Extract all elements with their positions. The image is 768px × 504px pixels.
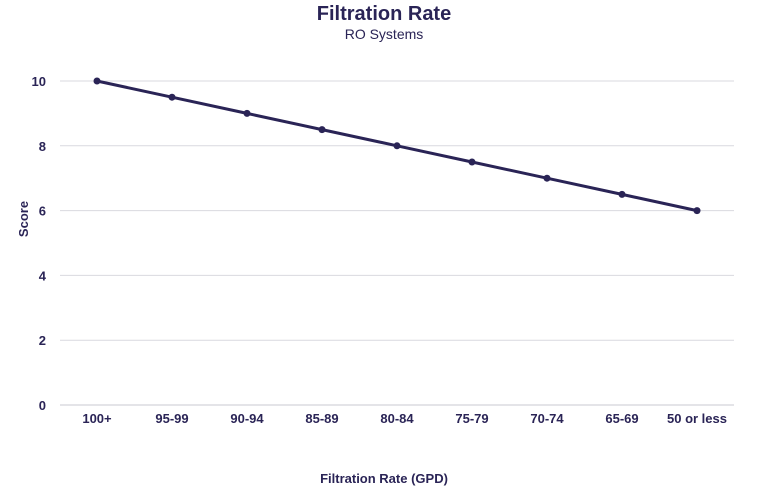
y-axis-label: Score (16, 201, 31, 237)
x-tick-label: 65-69 (605, 411, 638, 426)
x-tick-label: 90-94 (230, 411, 264, 426)
data-point (468, 158, 476, 166)
chart-subtitle: RO Systems (345, 26, 424, 42)
data-point (243, 109, 251, 117)
data-point (693, 207, 701, 215)
data-point (618, 190, 626, 198)
series-layer (93, 77, 701, 215)
chart-title: Filtration Rate (317, 3, 451, 25)
data-point (543, 174, 551, 182)
y-tick-label: 8 (39, 139, 46, 154)
x-tick-label: 100+ (82, 411, 112, 426)
x-tick-label: 70-74 (530, 411, 564, 426)
x-tick-label: 80-84 (380, 411, 414, 426)
y-tick-label: 10 (32, 74, 46, 89)
x-tick-label: 95-99 (155, 411, 188, 426)
y-tick-label: 4 (39, 268, 47, 283)
data-point (93, 77, 101, 85)
y-axis-ticks: 0 2 4 6 8 10 (32, 74, 47, 413)
x-tick-label: 75-79 (455, 411, 488, 426)
data-point (168, 93, 176, 101)
x-tick-label: 50 or less (667, 411, 727, 426)
y-tick-label: 2 (39, 333, 46, 348)
y-tick-label: 6 (39, 204, 46, 219)
x-axis-label: Filtration Rate (GPD) (320, 471, 448, 486)
data-point (318, 126, 326, 134)
x-tick-label: 85-89 (305, 411, 338, 426)
gridlines (60, 80, 734, 406)
x-axis-ticks: 100+ 95-99 90-94 85-89 80-84 75-79 70-74 65-69 5… (82, 411, 727, 426)
data-point (393, 142, 401, 150)
y-tick-label: 0 (39, 398, 46, 413)
